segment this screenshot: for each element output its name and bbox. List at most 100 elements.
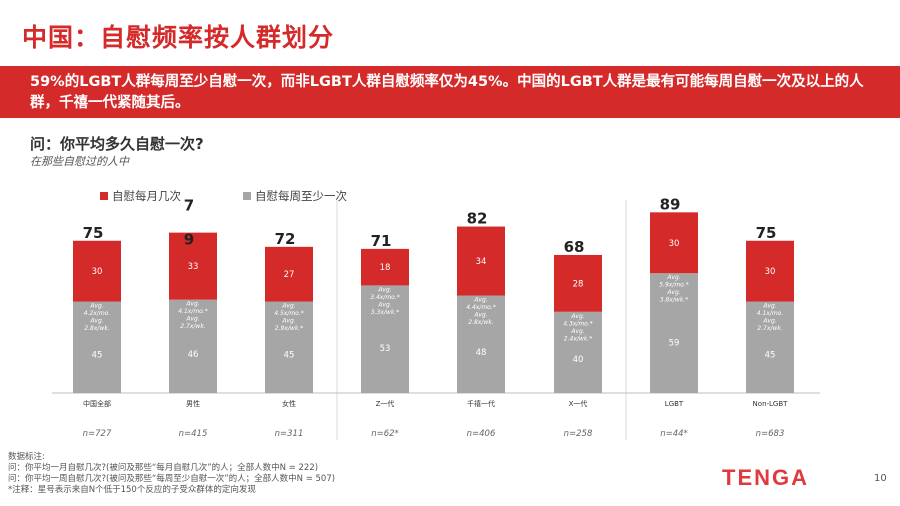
legend-weekly: 自慰每周至少一次: [243, 188, 347, 204]
bar-weekly: [73, 301, 121, 393]
avg-annotation: 2.7x/wk.: [757, 325, 782, 332]
page-title: 中国：自慰频率按人群划分: [22, 23, 335, 52]
avg-annotation: 4.4x/mo.*: [466, 304, 496, 311]
bar-weekly: [169, 299, 217, 393]
summary-banner: 59%的LGBT人群每周至少自慰一次，而非LGBT人群自慰频率仅为45%。中国的…: [0, 66, 900, 118]
category-label: Non-LGBT: [753, 400, 789, 408]
value-label-monthly: 33: [188, 262, 199, 272]
avg-annotation: Avg.: [666, 274, 680, 281]
bar-weekly: [361, 285, 409, 393]
value-label-weekly: 45: [284, 351, 295, 361]
value-label-monthly: 30: [92, 267, 103, 277]
footnote-line: 数据标注:: [8, 452, 45, 462]
avg-annotation: Avg.: [185, 301, 199, 308]
category-label: X一代: [569, 399, 588, 408]
footnote-line: *注释：星号表示来自N个低于150个反应的子受众群体的定向发现: [8, 485, 256, 495]
avg-annotation: Avg.: [570, 328, 584, 335]
sample-size-label: n=727: [83, 429, 112, 439]
total-label: 75: [756, 224, 777, 242]
legend-swatch-weekly: [243, 192, 251, 200]
bar-monthly: [554, 254, 602, 312]
sample-size-label: n=683: [756, 429, 785, 439]
avg-annotation: 2.9x/wk.*: [275, 325, 303, 332]
category-label: 男性: [186, 399, 200, 408]
footnote-line: 问：你平均一周自慰几次?(被问及那些“每周至少自慰一次”的人；全部人数中N = …: [8, 474, 336, 484]
avg-annotation: Avg.: [89, 318, 103, 325]
value-label-weekly: 46: [188, 350, 199, 360]
page-number: 10: [874, 473, 887, 484]
value-label-weekly: 40: [573, 355, 584, 365]
footnote-line: 问：你平均一月自慰几次?(被问及那些“每月自慰几次”的人；全部人数中N = 22…: [8, 463, 319, 473]
legend-monthly: 自慰每月几次: [100, 188, 181, 204]
avg-annotation: 3.4x/mo.*: [370, 294, 400, 301]
sample-size-label: n=311: [275, 429, 304, 439]
value-label-monthly: 30: [669, 239, 680, 249]
avg-annotation: 4.2x/mo.: [84, 310, 111, 317]
value-label-monthly: 27: [284, 270, 295, 280]
legend-label-weekly: 自慰每周至少一次: [255, 189, 347, 203]
value-label-weekly: 53: [380, 344, 391, 354]
legend-swatch-monthly: [100, 192, 108, 200]
footnotes: 数据标注: 问：你平均一月自慰几次?(被问及那些“每月自慰几次”的人；全部人数中…: [8, 452, 335, 496]
legend-label-monthly: 自慰每月几次: [112, 189, 181, 203]
bar-weekly: [650, 273, 698, 393]
tenga-logo: TENGA: [722, 465, 809, 490]
bar-monthly: [457, 226, 505, 296]
avg-annotation: Avg.: [377, 301, 391, 308]
avg-annotation: 4.1x/mo.*: [178, 308, 208, 315]
category-label: LGBT: [665, 400, 684, 408]
avg-annotation: Avg.: [281, 318, 295, 325]
value-label-monthly: 30: [765, 267, 776, 277]
bar-weekly: [554, 311, 602, 393]
avg-annotation: Avg.: [281, 303, 295, 310]
total-label: 7: [184, 197, 194, 215]
bar-weekly: [746, 301, 794, 393]
value-label-weekly: 45: [92, 351, 103, 361]
category-label: 女性: [282, 399, 296, 408]
question-text: 问：你平均多久自慰一次?: [30, 135, 204, 153]
sample-size-label: n=258: [564, 429, 593, 439]
total-label: 89: [660, 195, 681, 213]
value-label-weekly: 48: [476, 348, 487, 358]
avg-annotation: Avg.: [185, 316, 199, 323]
total-label: 82: [467, 210, 488, 228]
summary-text: 59%的LGBT人群每周至少自慰一次，而非LGBT人群自慰频率仅为45%。中国的…: [30, 74, 864, 111]
avg-annotation: 4.5x/mo.*: [274, 310, 304, 317]
avg-annotation: Avg.: [570, 313, 584, 320]
category-label: 中国全部: [83, 399, 111, 408]
avg-annotation: Avg.: [89, 303, 103, 310]
bar-weekly: [265, 301, 313, 393]
total-label: 75: [83, 224, 104, 242]
value-label-monthly: 18: [380, 263, 391, 273]
sample-size-label: n=406: [467, 429, 496, 439]
avg-annotation: 2.4x/wk.*: [564, 335, 592, 342]
value-label-monthly: 34: [476, 257, 487, 267]
category-label: Z一代: [376, 399, 395, 408]
category-label: 千禧一代: [467, 399, 495, 408]
avg-annotation: 2.8x/wk.: [468, 319, 493, 326]
bar-monthly: [361, 248, 409, 286]
bar-monthly: [746, 240, 794, 302]
avg-annotation: Avg.: [762, 303, 776, 310]
total-label: 71: [371, 232, 392, 250]
avg-annotation: 2.8x/wk.: [84, 325, 109, 332]
avg-annotation: Avg.: [473, 297, 487, 304]
avg-annotation: 4.1x/mo.: [757, 310, 784, 317]
avg-annotation: Avg.: [762, 318, 776, 325]
value-label-monthly: 28: [573, 279, 584, 289]
bar-monthly: [73, 240, 121, 302]
avg-annotation: Avg.: [377, 286, 391, 293]
bar-monthly: [169, 232, 217, 300]
value-label-weekly: 45: [765, 351, 776, 361]
avg-annotation: 3.8x/wk.*: [660, 297, 688, 304]
avg-annotation: 4.3x/mo.*: [563, 320, 593, 327]
sample-size-label: n=415: [179, 429, 208, 439]
sample-size-label: n=62*: [371, 429, 399, 439]
avg-annotation: Avg.: [473, 312, 487, 319]
bar-monthly: [265, 246, 313, 302]
sample-size-label: n=44*: [660, 429, 688, 439]
avg-annotation: Avg.: [666, 289, 680, 296]
avg-annotation: 2.7x/wk.: [180, 323, 205, 330]
value-label-weekly: 59: [669, 339, 680, 349]
